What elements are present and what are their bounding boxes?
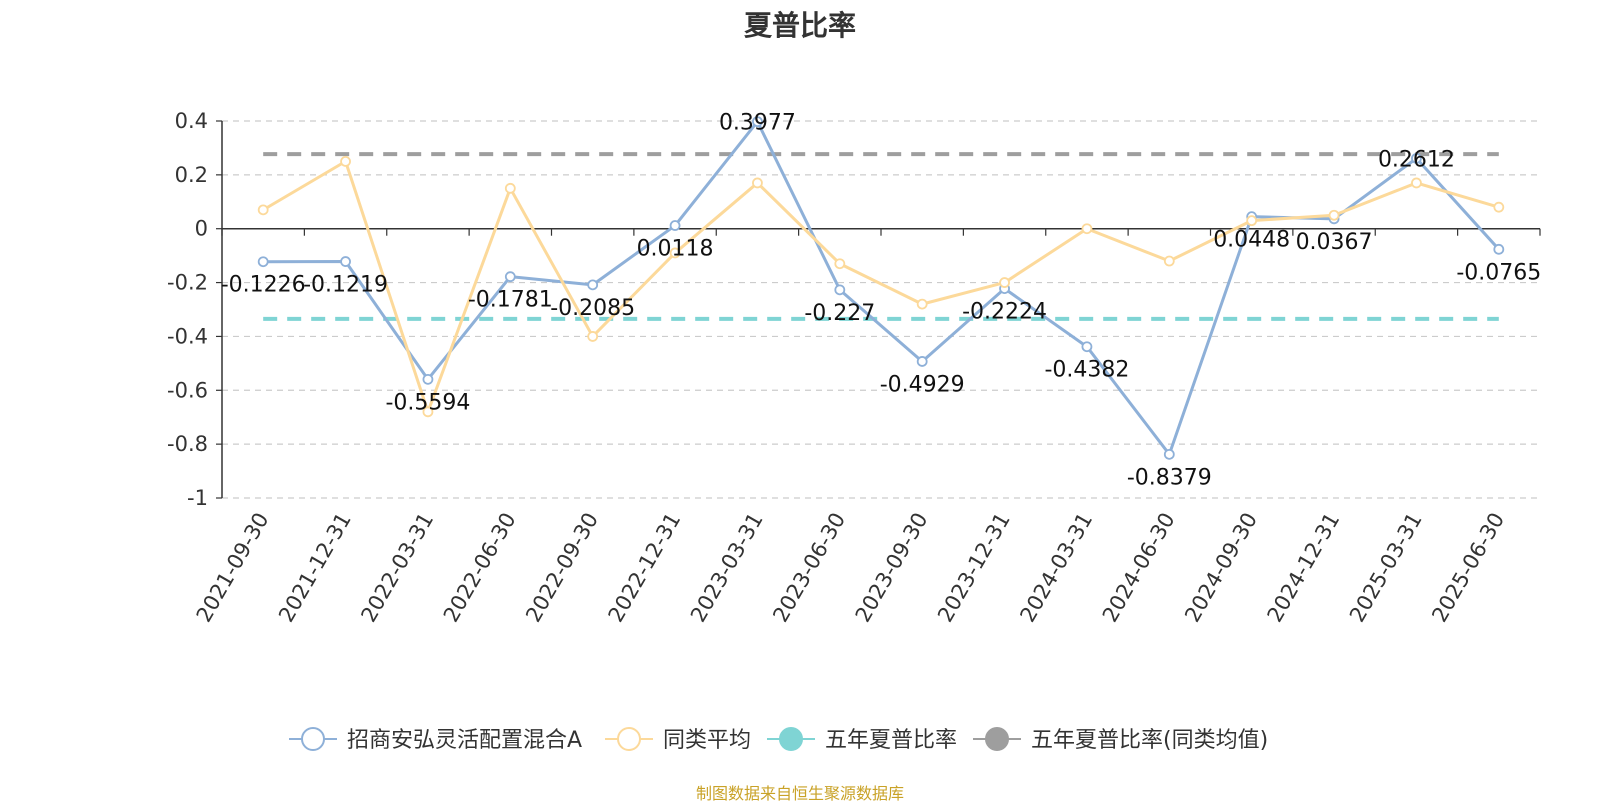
series-point-1	[1328, 209, 1340, 221]
series-point-1	[1493, 201, 1505, 213]
series-point-1	[834, 258, 846, 270]
legend-label: 招商安弘灵活配置混合A	[347, 728, 582, 753]
data-source-note: 制图数据来自恒生聚源数据库	[695, 784, 904, 803]
series-point-1	[1411, 177, 1422, 189]
x-tick-label: 2023-12-31	[933, 509, 1015, 627]
series-point-1	[1081, 223, 1093, 235]
x-tick-label: 2021-12-31	[274, 509, 356, 627]
y-tick-label: 0.4	[175, 109, 208, 133]
x-tick-label: 2024-03-31	[1015, 509, 1097, 627]
legend-item[interactable]: 招商安弘灵活配置混合A	[289, 727, 582, 753]
data-label: -0.227	[804, 301, 875, 326]
series-point-0	[834, 284, 846, 296]
series-point-1	[422, 406, 434, 418]
y-tick-label: 0.2	[175, 163, 208, 187]
data-label: 0.2612	[1378, 147, 1455, 172]
series-line-1	[262, 159, 1500, 414]
series-point-0	[257, 256, 269, 268]
y-tick-label: -1	[187, 486, 208, 510]
legend-item[interactable]: 五年夏普比率(同类均值)	[973, 727, 1268, 753]
legend-marker	[779, 727, 803, 751]
data-label: -0.1219	[303, 273, 388, 298]
x-tick-label: 2022-06-30	[439, 509, 521, 627]
data-label: -0.2224	[962, 300, 1047, 325]
x-tick-label: 2025-06-30	[1427, 509, 1509, 627]
x-tick-label: 2022-03-31	[356, 509, 438, 627]
series-point-1	[504, 182, 516, 194]
data-label: 0.3977	[719, 111, 796, 136]
legend-label: 五年夏普比率	[825, 728, 957, 753]
data-label: -0.4929	[880, 372, 965, 397]
y-tick-label: -0.2	[167, 271, 208, 295]
data-label: -0.2085	[550, 296, 635, 321]
data-label: -0.4382	[1044, 358, 1129, 383]
legend-marker	[617, 727, 641, 751]
series-point-0	[340, 256, 351, 267]
series-point-1	[669, 247, 681, 259]
series-point-0	[1081, 341, 1093, 353]
series-point-1	[752, 177, 763, 189]
y-tick-label: -0.6	[167, 378, 208, 402]
y-tick-label: -0.8	[167, 432, 208, 456]
series-point-0	[1493, 243, 1505, 255]
grid-lines	[222, 120, 1540, 499]
x-tick-label: 2023-03-31	[686, 509, 768, 627]
data-label: -0.8379	[1127, 465, 1212, 490]
data-labels: -0.1226-0.1219 -0.5594 -0.1781-0.2085 0.011…	[221, 111, 1542, 491]
legend-marker	[985, 727, 1009, 751]
data-label: -0.5594	[385, 390, 470, 415]
series-point-1	[587, 331, 599, 342]
legend-label: 同类平均	[663, 728, 751, 753]
series-point-0	[1163, 448, 1175, 460]
x-tick-label: 2023-09-30	[851, 509, 933, 627]
x-tick-label: 2024-06-30	[1098, 509, 1180, 627]
x-tick-label: 2024-12-31	[1263, 509, 1345, 627]
reference-lines	[263, 152, 1499, 321]
series-point-0	[587, 279, 599, 291]
series-point-1	[999, 277, 1010, 288]
legend-item[interactable]: 五年夏普比率	[767, 727, 957, 753]
data-label: 0.0367	[1296, 230, 1373, 255]
chart-title: 夏普比率	[743, 9, 856, 42]
x-tick-label: 2023-06-30	[768, 509, 850, 627]
legend-label: 五年夏普比率(同类均值)	[1031, 728, 1268, 753]
y-tick-label: 0	[195, 217, 208, 241]
series-point-1	[916, 298, 928, 310]
x-tick-label: 2024-09-30	[1180, 509, 1262, 627]
series-point-0	[752, 116, 763, 128]
data-label: -0.1781	[468, 288, 553, 313]
series-point-1	[340, 155, 351, 167]
series-point-0	[669, 220, 681, 231]
x-tick-label: 2021-09-30	[192, 509, 274, 627]
series-point-1	[257, 204, 269, 216]
series-point-0	[916, 356, 928, 367]
series-point-0	[504, 271, 516, 283]
x-tick-label: 2022-09-30	[521, 509, 603, 627]
y-tick-label: -0.4	[167, 324, 208, 348]
x-tick-label: 2022-12-31	[604, 509, 686, 627]
legend-item[interactable]: 同类平均	[605, 727, 751, 753]
series-point-1	[1163, 255, 1175, 267]
series-point-0	[422, 373, 434, 385]
legend[interactable]: 招商安弘灵活配置混合A 同类平均 五年夏普比率 五年夏普比率(同类均值)	[289, 727, 1268, 753]
series-point-1	[1246, 215, 1258, 227]
series-point-0	[1411, 152, 1422, 164]
legend-marker	[301, 727, 325, 751]
data-label: 0.0118	[637, 237, 714, 262]
data-label: -0.1226	[221, 273, 306, 298]
data-label: 0.0448	[1213, 228, 1290, 253]
data-label: -0.0765	[1456, 260, 1541, 285]
series-lines	[257, 116, 1505, 460]
x-tick-label: 2025-03-31	[1345, 509, 1427, 627]
